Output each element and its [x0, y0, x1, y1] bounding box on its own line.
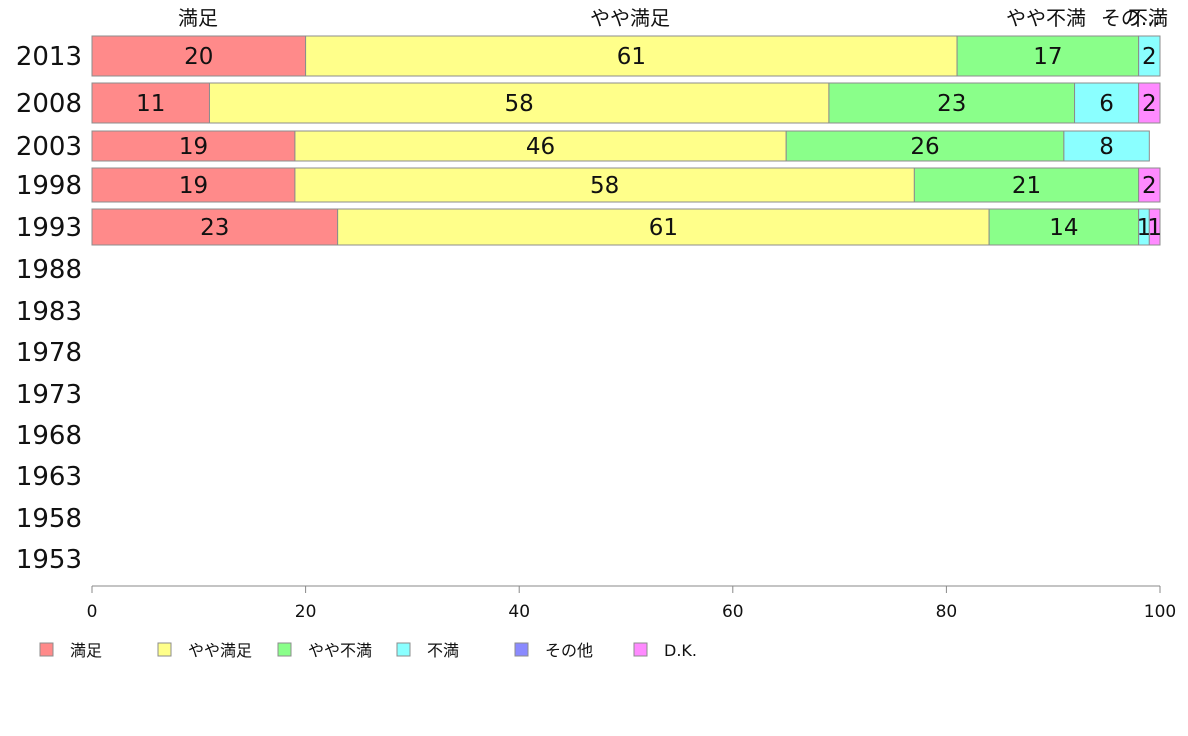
x-tick-label-100: 100	[1144, 602, 1176, 622]
year-label-1998: 1998	[16, 171, 82, 201]
bar-1993-1	[337, 208, 990, 246]
year-label-1968: 1968	[16, 421, 82, 451]
legend-label-4: その他	[545, 641, 593, 660]
bar-value-1993-2: 14	[1049, 215, 1078, 241]
bar-value-1998-2: 21	[1012, 173, 1041, 199]
top-label-4: その...	[1101, 6, 1160, 30]
top-label-3: 不満	[1128, 6, 1168, 30]
bar-2008-3	[1074, 82, 1140, 124]
year-label-1973: 1973	[16, 380, 82, 410]
bar-value-2013-3: 2	[1142, 44, 1157, 70]
year-label-1953: 1953	[16, 545, 82, 575]
bar-2013-3	[1138, 35, 1161, 77]
bar-1998-5	[1138, 167, 1161, 203]
top-category-labels: 満足 やや満足 やや不満 不満その...	[178, 6, 1168, 30]
x-tick-label-40: 40	[508, 602, 530, 622]
bar-2008-1	[208, 82, 830, 124]
bar-value-1998-5: 2	[1142, 173, 1157, 199]
bar-1993-5	[1148, 208, 1161, 246]
bar-2008-5	[1138, 82, 1161, 124]
bar-2003-1	[294, 130, 787, 162]
bar-2003-0	[91, 130, 296, 162]
bar-value-2008-1: 58	[505, 91, 534, 117]
legend-swatch-1	[157, 642, 172, 657]
bar-value-2003-1: 46	[526, 134, 555, 160]
year-label-1963: 1963	[16, 462, 82, 492]
year-label-2008: 2008	[16, 89, 82, 119]
bar-value-1993-1: 61	[649, 215, 678, 241]
bars: 20 61 17 211 58 23 6 219 46 26 819 58 21 223 61 14 11	[91, 35, 1162, 246]
x-tick-label-20: 20	[295, 602, 317, 622]
bar-2013-2	[956, 35, 1140, 77]
x-axis: 0 20 40 60 80 100	[87, 585, 1176, 622]
legend: 満足 やや満足 やや不満 不満 その他 D.K.	[39, 641, 697, 660]
legend-label-3: 不満	[427, 641, 459, 660]
bar-value-1993-5: 1	[1147, 215, 1162, 241]
bar-2013-0	[91, 35, 307, 77]
x-tick-label-60: 60	[722, 602, 744, 622]
bar-value-1993-3: 1	[1137, 215, 1152, 241]
bar-1993-0	[91, 208, 339, 246]
bar-2008-0	[91, 82, 210, 124]
legend-swatch-4	[514, 642, 529, 657]
year-label-1988: 1988	[16, 255, 82, 285]
legend-label-2: やや不満	[308, 641, 372, 660]
bar-1993-2	[988, 208, 1140, 246]
year-labels: 2013 2008 2003 1998 1993 1988 1983 1978 1973 1968…	[16, 42, 82, 575]
bar-value-2013-0: 20	[184, 44, 213, 70]
year-label-1978: 1978	[16, 338, 82, 368]
bar-value-1998-0: 19	[179, 173, 208, 199]
legend-label-0: 満足	[70, 641, 102, 660]
bar-value-2008-0: 11	[136, 91, 165, 117]
bar-2008-2	[828, 82, 1076, 124]
top-label-2: やや不満	[1006, 6, 1086, 30]
bar-2003-3	[1063, 130, 1150, 162]
legend-label-5: D.K.	[664, 641, 697, 660]
year-label-1958: 1958	[16, 504, 82, 534]
top-label-0: 満足	[178, 6, 218, 30]
bar-1998-1	[294, 167, 915, 203]
year-label-2003: 2003	[16, 132, 82, 162]
legend-swatch-0	[39, 642, 54, 657]
bar-value-2008-2: 23	[937, 91, 966, 117]
year-label-1993: 1993	[16, 213, 82, 243]
bar-1998-2	[913, 167, 1140, 203]
year-label-2013: 2013	[16, 42, 82, 72]
bar-value-2008-5: 2	[1142, 91, 1157, 117]
bar-value-2013-1: 61	[617, 44, 646, 70]
bar-value-2008-3: 6	[1099, 91, 1114, 117]
bar-value-2003-3: 8	[1099, 134, 1114, 160]
x-tick-label-80: 80	[936, 602, 958, 622]
bar-value-2003-0: 19	[179, 134, 208, 160]
bar-value-1993-0: 23	[200, 215, 229, 241]
bar-value-2013-2: 17	[1033, 44, 1062, 70]
bar-value-2003-2: 26	[910, 134, 939, 160]
bar-value-1998-1: 58	[590, 173, 619, 199]
bar-2013-1	[305, 35, 958, 77]
legend-swatch-2	[277, 642, 292, 657]
top-label-1: やや満足	[590, 6, 670, 30]
x-tick-label-0: 0	[87, 602, 98, 622]
legend-swatch-5	[633, 642, 648, 657]
year-label-1983: 1983	[16, 297, 82, 327]
bar-2003-2	[785, 130, 1065, 162]
legend-label-1: やや満足	[188, 641, 252, 660]
legend-swatch-3	[396, 642, 411, 657]
